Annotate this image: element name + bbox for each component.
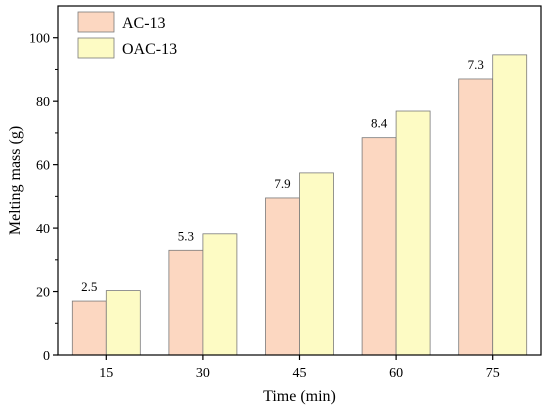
- y-tick-label-40: 40: [36, 222, 50, 237]
- bar-oac-13-45: [299, 172, 334, 356]
- x-axis-title: Time (min): [263, 388, 336, 405]
- legend: AC-13 OAC-13: [77, 11, 177, 59]
- legend-swatch-oac-13: [77, 37, 115, 59]
- bar-oac-13-75: [492, 54, 528, 356]
- bar-ac-13-45: [265, 197, 300, 356]
- y-tick-label-80: 80: [36, 95, 50, 110]
- bar-ac-13-30: [168, 249, 204, 356]
- x-tick-label-75: 75: [486, 366, 500, 381]
- data-label-75: 7.3: [468, 57, 484, 72]
- data-label-60: 8.4: [371, 116, 388, 131]
- y-tick-label-0: 0: [43, 349, 50, 364]
- bar-ac-13-75: [458, 78, 494, 356]
- legend-swatch-ac-13: [77, 11, 115, 33]
- axes-layer: 0 20 40 60 80 100 15 30 45 60 75: [29, 5, 542, 381]
- data-label-45: 7.9: [274, 176, 290, 191]
- legend-label-ac-13: AC-13: [122, 15, 166, 32]
- x-tick-label-45: 45: [293, 366, 307, 381]
- bar-oac-13-60: [395, 110, 431, 356]
- data-labels-layer: 2.5 5.3 7.9 8.4 7.3: [81, 57, 484, 294]
- legend-label-oac-13: OAC-13: [122, 41, 177, 58]
- bars-layer: [71, 54, 528, 356]
- y-axis-title: Melting mass (g): [7, 126, 24, 235]
- x-tick-label-15: 15: [99, 366, 113, 381]
- bar-oac-13-15: [105, 290, 141, 356]
- data-label-15: 2.5: [81, 279, 97, 294]
- y-tick-label-20: 20: [36, 286, 50, 301]
- x-tick-label-30: 30: [196, 366, 210, 381]
- bar-ac-13-15: [71, 300, 107, 356]
- y-tick-label-100: 100: [29, 32, 50, 47]
- x-tick-label-60: 60: [389, 366, 403, 381]
- data-label-30: 5.3: [178, 228, 194, 243]
- y-tick-label-60: 60: [36, 159, 50, 174]
- bar-ac-13-60: [361, 137, 397, 356]
- bar-oac-13-30: [202, 233, 238, 356]
